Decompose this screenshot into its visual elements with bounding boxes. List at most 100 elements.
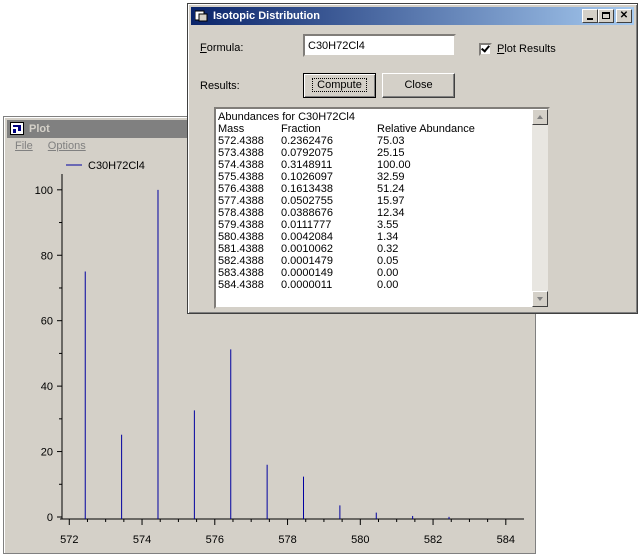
maximize-icon (602, 12, 610, 19)
column-relative-abundance: Relative Abundance (377, 123, 475, 135)
cell-mass: 584.4388 (218, 279, 264, 291)
table-row: 577.4388 0.0502755 15.97 (218, 195, 475, 207)
plot-title-text: Plot (29, 123, 50, 135)
formula-label: Formula: (200, 42, 244, 54)
cell-fraction: 0.0502755 (281, 195, 333, 207)
menu-file[interactable]: File (15, 140, 33, 152)
cell-relative-abundance: 0.00 (377, 279, 399, 291)
cell-fraction: 0.1613438 (281, 183, 333, 195)
table-row: 572.4388 0.2362476 75.03 (218, 135, 475, 147)
cell-mass: 575.4388 (218, 171, 264, 183)
cell-mass: 576.4388 (218, 183, 264, 195)
close-button-label: Close (404, 79, 433, 91)
close-icon: ✕ (619, 10, 629, 21)
menu-options-label: Options (47, 140, 86, 152)
cell-relative-abundance: 75.03 (377, 135, 405, 147)
cell-relative-abundance: 25.15 (377, 147, 405, 159)
results-scrollbar[interactable] (532, 109, 548, 307)
legend-label: C30H72Cl4 (88, 160, 145, 172)
y-tick-label: 0 (47, 512, 53, 524)
cell-mass: 583.4388 (218, 267, 264, 279)
cell-fraction: 0.1026097 (281, 171, 333, 183)
plot-menubar: File Options (7, 140, 90, 156)
x-tick-label: 574 (133, 534, 151, 546)
x-tick-label: 580 (351, 534, 369, 546)
results-heading: Abundances for C30H72Cl4 (218, 111, 355, 123)
table-row: 575.4388 0.1026097 32.59 (218, 171, 475, 183)
compute-button-label: Compute (312, 78, 367, 92)
compute-button[interactable]: Compute (303, 73, 376, 98)
table-row: 573.4388 0.0792075 25.15 (218, 147, 475, 159)
y-tick-label: 60 (41, 316, 53, 328)
dialog-app-icon (195, 10, 208, 22)
results-column-headers: Mass Fraction Relative Abundance (218, 123, 475, 135)
menu-options[interactable]: Options (48, 140, 86, 152)
y-tick-label: 20 (41, 447, 53, 459)
x-tick-label: 582 (424, 534, 442, 546)
table-row: 576.4388 0.1613438 51.24 (218, 183, 475, 195)
cell-relative-abundance: 32.59 (377, 171, 405, 183)
x-tick-label: 576 (206, 534, 224, 546)
cell-mass: 582.4388 (218, 255, 264, 267)
cell-fraction: 0.0000011 (281, 279, 333, 291)
results-text: Abundances for C30H72Cl4 Mass Fraction Rel… (218, 111, 475, 291)
minimize-button[interactable] (582, 9, 598, 23)
cell-relative-abundance: 15.97 (377, 195, 405, 207)
close-window-button[interactable]: ✕ (616, 9, 632, 23)
table-row: 580.4388 0.0042084 1.34 (218, 231, 475, 243)
plot-results-label[interactable]: Plot Results (497, 43, 556, 55)
cell-fraction: 0.2362476 (281, 135, 333, 147)
cell-fraction: 0.0001479 (281, 255, 333, 267)
y-tick-label: 100 (35, 185, 53, 197)
cell-relative-abundance: 1.34 (377, 231, 399, 243)
plot-results-checkbox[interactable] (479, 43, 492, 56)
y-tick-label: 80 (41, 250, 53, 262)
cell-relative-abundance: 12.34 (377, 207, 405, 219)
menu-file-label: File (15, 140, 33, 152)
table-row: 582.4388 0.0001479 0.05 (218, 255, 475, 267)
cell-relative-abundance: 3.55 (377, 219, 399, 231)
plot-chart: 0 20 40 60 80 100 572 574 576 578 580 582 584 C30H72C… (35, 160, 524, 546)
table-row: 579.4388 0.0111777 3.55 (218, 219, 475, 231)
column-mass: Mass (218, 123, 245, 135)
cell-mass: 581.4388 (218, 243, 264, 255)
cell-mass: 574.4388 (218, 159, 264, 171)
cell-fraction: 0.0010062 (281, 243, 333, 255)
cell-fraction: 0.3148911 (281, 159, 333, 171)
close-button[interactable]: Close (382, 73, 455, 98)
cell-relative-abundance: 0.00 (377, 267, 399, 279)
x-tick-label: 584 (497, 534, 515, 546)
scroll-up-button[interactable] (532, 109, 548, 125)
isotopic-distribution-dialog: Isotopic Distribution ✕ Formula: Plot Re… (187, 3, 638, 314)
table-row: 581.4388 0.0010062 0.32 (218, 243, 475, 255)
cell-mass: 578.4388 (218, 207, 264, 219)
cell-mass: 572.4388 (218, 135, 264, 147)
results-textbox[interactable]: Abundances for C30H72Cl4 Mass Fraction Rel… (214, 107, 550, 309)
cell-relative-abundance: 100.00 (377, 159, 411, 171)
cell-fraction: 0.0111777 (281, 219, 332, 231)
minimize-icon (587, 18, 593, 20)
cell-fraction: 0.0792075 (281, 147, 333, 159)
results-rows: 572.4388 0.2362476 75.03 573.4388 0.0792075 2… (218, 135, 475, 291)
scroll-down-button[interactable] (532, 291, 548, 307)
maximize-button[interactable] (598, 9, 614, 23)
cell-relative-abundance: 0.05 (377, 255, 399, 267)
plot-app-icon (10, 122, 24, 135)
table-row: 583.4388 0.0000149 0.00 (218, 267, 475, 279)
dialog-title-bar[interactable]: Isotopic Distribution ✕ (191, 7, 634, 25)
cell-relative-abundance: 51.24 (377, 183, 405, 195)
cell-mass: 573.4388 (218, 147, 264, 159)
dialog-title-text: Isotopic Distribution (213, 10, 320, 22)
formula-input[interactable] (303, 34, 456, 57)
table-row: 578.4388 0.0388676 12.34 (218, 207, 475, 219)
y-tick-label: 40 (41, 381, 53, 393)
results-label: Results: (200, 80, 240, 92)
cell-mass: 580.4388 (218, 231, 264, 243)
cell-mass: 579.4388 (218, 219, 264, 231)
table-row: 574.4388 0.3148911 100.00 (218, 159, 475, 171)
cell-mass: 577.4388 (218, 195, 264, 207)
x-tick-label: 578 (278, 534, 296, 546)
cell-fraction: 0.0388676 (281, 207, 333, 219)
cell-fraction: 0.0042084 (281, 231, 333, 243)
caption-buttons: ✕ (582, 9, 632, 23)
